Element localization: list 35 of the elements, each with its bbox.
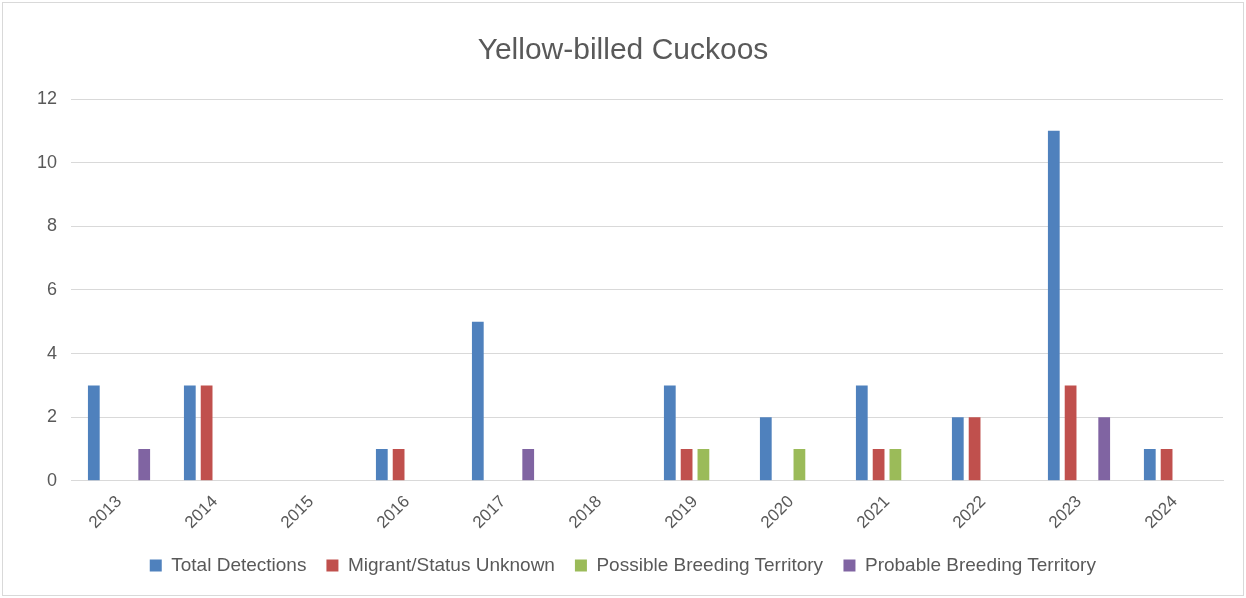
bar (87, 385, 100, 481)
y-tick-label: 6 (47, 278, 58, 299)
bar (1064, 385, 1077, 481)
bar (183, 385, 196, 481)
bar (680, 449, 693, 481)
bar (392, 449, 405, 481)
bar (1047, 130, 1060, 481)
y-tick-label: 2 (47, 406, 58, 427)
y-tick-label: 4 (47, 342, 58, 363)
y-tick-label: 12 (36, 87, 58, 108)
bar (471, 321, 484, 481)
bar (968, 417, 981, 481)
bar (793, 449, 806, 481)
bar (200, 385, 213, 481)
legend-label: Possible Breeding Territory (596, 553, 824, 575)
bar (663, 385, 676, 481)
legend-label: Probable Breeding Territory (864, 553, 1097, 575)
bar (1098, 417, 1111, 481)
bar (522, 449, 535, 481)
y-tick-label: 0 (47, 469, 58, 490)
bar (1143, 449, 1156, 481)
bar (375, 449, 388, 481)
legend-label: Migrant/Status Unknown (347, 553, 555, 575)
chart-title: Yellow-billed Cuckoos (477, 32, 769, 66)
bar (951, 417, 964, 481)
bar (1160, 449, 1173, 481)
bar (697, 449, 710, 481)
bar (138, 449, 151, 481)
bar (872, 449, 885, 481)
bar (855, 385, 868, 481)
bar (889, 449, 902, 481)
y-tick-label: 10 (36, 151, 58, 172)
legend-label: Total Detections (171, 553, 307, 575)
bar (759, 417, 772, 481)
y-tick-label: 8 (47, 215, 58, 236)
